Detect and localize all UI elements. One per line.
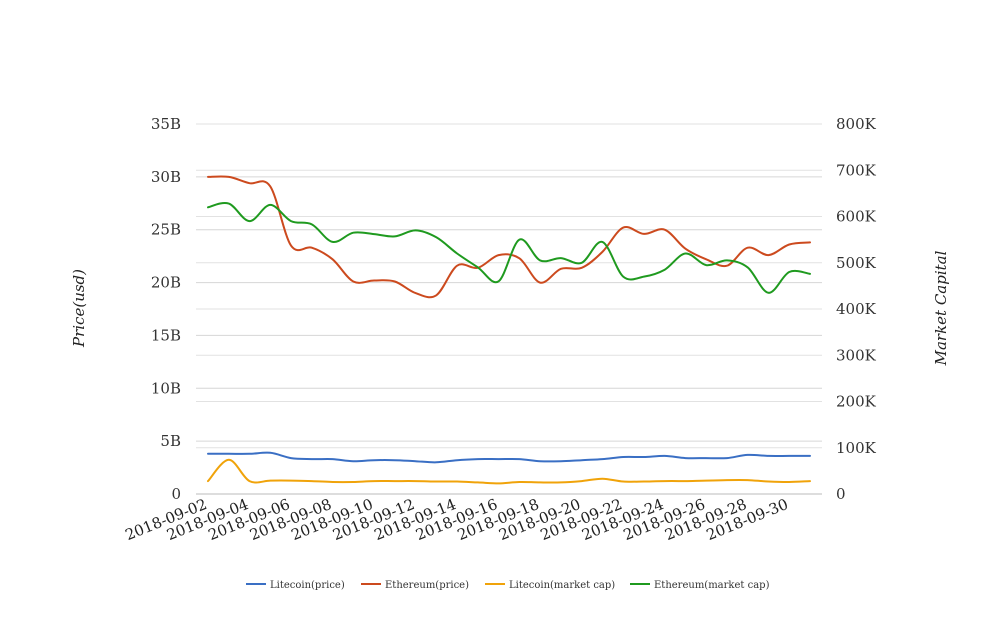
- legend-item: Litecoin(market cap): [485, 580, 615, 591]
- y-tick-label-right: 100K: [836, 439, 877, 457]
- x-axis-ticks: 2018-09-022018-09-042018-09-062018-09-08…: [123, 495, 791, 544]
- y-tick-label-right: 500K: [836, 254, 877, 272]
- series-line-ethereum-market-cap: [207, 202, 811, 294]
- right-axis-ticks: 0 100K 200K 300K 400K 500K 600K 700K 800K: [836, 115, 877, 503]
- grid-lines: [196, 123, 822, 495]
- y-tick-label-right: 800K: [836, 115, 877, 133]
- y-tick-label-left: 25B: [151, 221, 181, 239]
- legend-item: Ethereum(market cap): [630, 580, 770, 591]
- y-tick-label-left: 10B: [151, 379, 181, 397]
- series-line-ethereum-price: [207, 175, 811, 299]
- legend-label: Ethereum(price): [385, 580, 469, 591]
- y-axis-title-left: Price(usd): [70, 269, 88, 348]
- legend: Litecoin(price) Ethereum(price) Litecoin(m…: [246, 580, 770, 591]
- y-tick-label-left: 20B: [151, 274, 181, 292]
- y-tick-label-right: 0: [836, 485, 846, 503]
- legend-label: Litecoin(price): [270, 580, 345, 591]
- y-tick-label-left: 0: [171, 485, 181, 503]
- y-tick-label-left: 30B: [151, 168, 181, 186]
- y-tick-label-right: 700K: [836, 161, 877, 179]
- y-tick-label-left: 35B: [151, 115, 181, 133]
- y-tick-label-left: 15B: [151, 326, 181, 344]
- y-tick-label-right: 400K: [836, 300, 877, 318]
- legend-label: Ethereum(market cap): [654, 580, 770, 591]
- legend-item: Litecoin(price): [246, 580, 345, 591]
- series-lines: [207, 175, 811, 485]
- legend-label: Litecoin(market cap): [509, 580, 615, 591]
- left-axis-ticks: 0 5B 10B 15B 20B 25B 30B 35B: [151, 115, 181, 503]
- series-line-litecoin-price: [207, 451, 811, 464]
- series-line-litecoin-market-cap: [207, 458, 811, 485]
- y-tick-label-left: 5B: [160, 432, 181, 450]
- y-axis-title-right: Market Capital: [932, 250, 950, 366]
- legend-item: Ethereum(price): [361, 580, 469, 591]
- y-tick-label-right: 300K: [836, 346, 877, 364]
- y-tick-label-right: 200K: [836, 393, 877, 411]
- y-tick-label-right: 600K: [836, 208, 877, 226]
